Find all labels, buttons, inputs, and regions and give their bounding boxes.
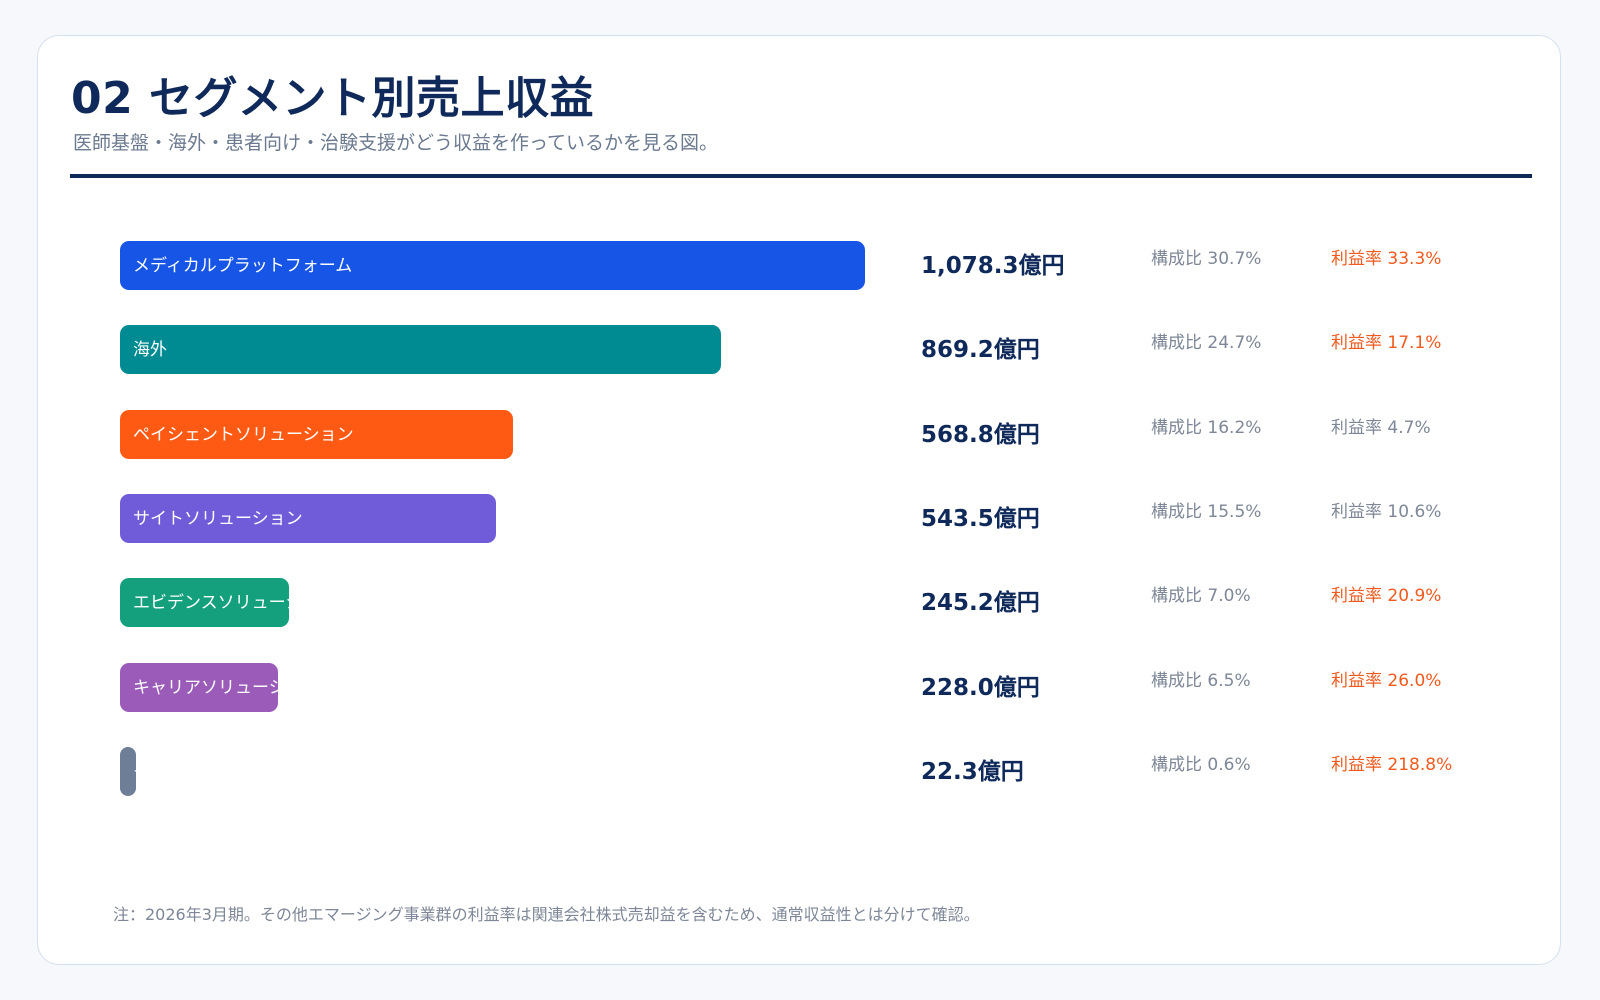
segment-share: 構成比 15.5%	[1151, 501, 1262, 522]
segment-revenue-card: 02 セグメント別売上収益 医師基盤・海外・患者向け・治験支援がどう収益を作って…	[37, 35, 1561, 965]
segment-bar: エビデンスソリューション	[120, 578, 290, 628]
page-subtitle: 医師基盤・海外・患者向け・治験支援がどう収益を作っているかを見る図。	[73, 132, 719, 154]
segment-bar: 海外	[120, 325, 721, 375]
segment-bar: メディカルプラットフォーム	[120, 241, 865, 290]
segment-revenue-value: 568.8億円	[921, 421, 1040, 448]
segment-profit-margin: 利益率 4.7%	[1331, 417, 1431, 438]
segment-row: サイトソリューション 543.5億円 構成比 15.5% 利益率 10.6%	[38, 493, 1562, 544]
segment-revenue-value: 543.5億円	[921, 505, 1040, 532]
segment-row: ペイシェントソリューション 568.8億円 構成比 16.2% 利益率 4.7%	[38, 409, 1562, 460]
segment-share: 構成比 24.7%	[1151, 333, 1262, 354]
segment-bar-label: 海外	[133, 340, 167, 361]
segment-profit-margin: 利益率 218.8%	[1331, 754, 1453, 775]
segment-share: 構成比 7.0%	[1151, 586, 1251, 607]
segment-bar-label: ペイシェントソリューション	[133, 424, 354, 445]
segment-share: 構成比 6.5%	[1151, 670, 1251, 691]
title-divider	[70, 174, 1532, 178]
segment-revenue-value: 245.2億円	[921, 590, 1040, 617]
segment-bar-label: エビデンスソリューション	[133, 593, 289, 614]
segment-profit-margin: 利益率 33.3%	[1331, 249, 1442, 269]
segment-bar: その他エマージング事業群	[120, 746, 136, 796]
segment-revenue-value: 228.0億円	[921, 674, 1040, 701]
segment-bar-label: メディカルプラットフォーム	[133, 256, 353, 276]
segment-row: キャリアソリューション 228.0億円 構成比 6.5% 利益率 26.0%	[38, 662, 1562, 713]
segment-row: 海外 869.2億円 構成比 24.7% 利益率 17.1%	[38, 325, 1562, 375]
segment-row: メディカルプラットフォーム 1,078.3億円 構成比 30.7% 利益率 33.3%	[38, 241, 1562, 291]
segment-bar-label: その他エマージング事業群	[133, 757, 136, 782]
segment-bar-label: キャリアソリューション	[133, 677, 278, 698]
segment-row: その他エマージング事業群 22.3億円 構成比 0.6% 利益率 218.8%	[38, 746, 1562, 797]
segment-bar: ペイシェントソリューション	[120, 409, 513, 459]
segment-bar-label: サイトソリューション	[133, 508, 303, 529]
segment-share: 構成比 16.2%	[1151, 417, 1262, 438]
segment-profit-margin: 利益率 10.6%	[1331, 501, 1442, 522]
segment-profit-margin: 利益率 26.0%	[1331, 670, 1442, 691]
segment-bar: キャリアソリューション	[120, 662, 278, 712]
segment-share: 構成比 30.7%	[1151, 249, 1262, 269]
footnote: 注：2026年3月期。その他エマージング事業群の利益率は関連会社株式売却益を含む…	[113, 905, 980, 924]
segment-revenue-value: 22.3億円	[921, 758, 1024, 785]
segment-revenue-bar-chart: メディカルプラットフォーム 1,078.3億円 構成比 30.7% 利益率 33.3%…	[38, 36, 1562, 966]
page-title: 02 セグメント別売上収益	[71, 73, 595, 124]
segment-profit-margin: 利益率 20.9%	[1331, 586, 1442, 607]
segment-bar: サイトソリューション	[120, 493, 496, 543]
segment-revenue-value: 869.2億円	[921, 337, 1040, 364]
segment-share: 構成比 0.6%	[1151, 754, 1251, 775]
segment-profit-margin: 利益率 17.1%	[1331, 333, 1442, 354]
segment-revenue-value: 1,078.3億円	[921, 253, 1065, 279]
segment-row: エビデンスソリューション 245.2億円 構成比 7.0% 利益率 20.9%	[38, 578, 1562, 628]
